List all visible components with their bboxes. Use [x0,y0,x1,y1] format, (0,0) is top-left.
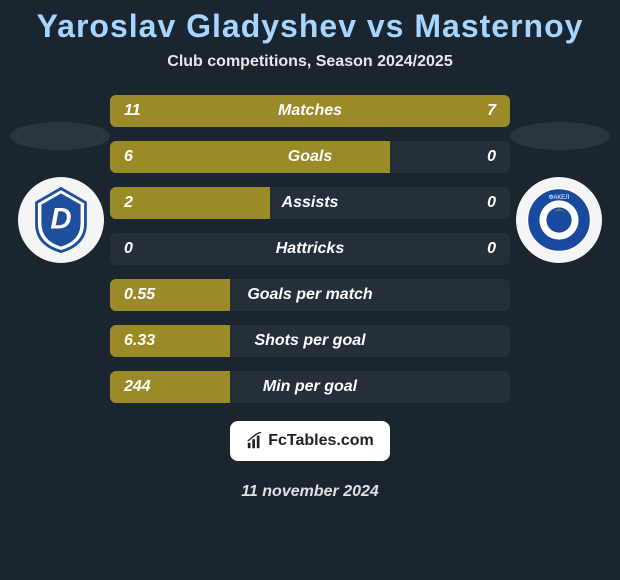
brand-badge: FcTables.com [230,421,390,461]
stat-label: Min per goal [110,378,510,396]
stat-label: Assists [110,194,510,212]
stat-row: 20Assists [110,187,510,219]
stat-label: Hattricks [110,240,510,258]
stat-row: 244Min per goal [110,371,510,403]
stat-row: 117Matches [110,95,510,127]
stat-row: 0.55Goals per match [110,279,510,311]
chart-icon [246,432,264,450]
page-subtitle: Club competitions, Season 2024/2025 [0,53,620,71]
stat-row: 6.33Shots per goal [110,325,510,357]
stat-label: Goals per match [110,286,510,304]
page-title: Yaroslav Gladyshev vs Masternoy [0,8,620,45]
brand-text: FcTables.com [268,432,374,450]
stat-row: 60Goals [110,141,510,173]
date-label: 11 november 2024 [0,483,620,501]
stat-label: Goals [110,148,510,166]
stats-list: 117Matches 60Goals 20Assists 00Hattricks 0.5… [0,95,620,403]
stat-row: 00Hattricks [110,233,510,265]
stat-label: Shots per goal [110,332,510,350]
comparison-card: Yaroslav Gladyshev vs Masternoy Club com… [0,0,620,580]
stat-label: Matches [110,102,510,120]
